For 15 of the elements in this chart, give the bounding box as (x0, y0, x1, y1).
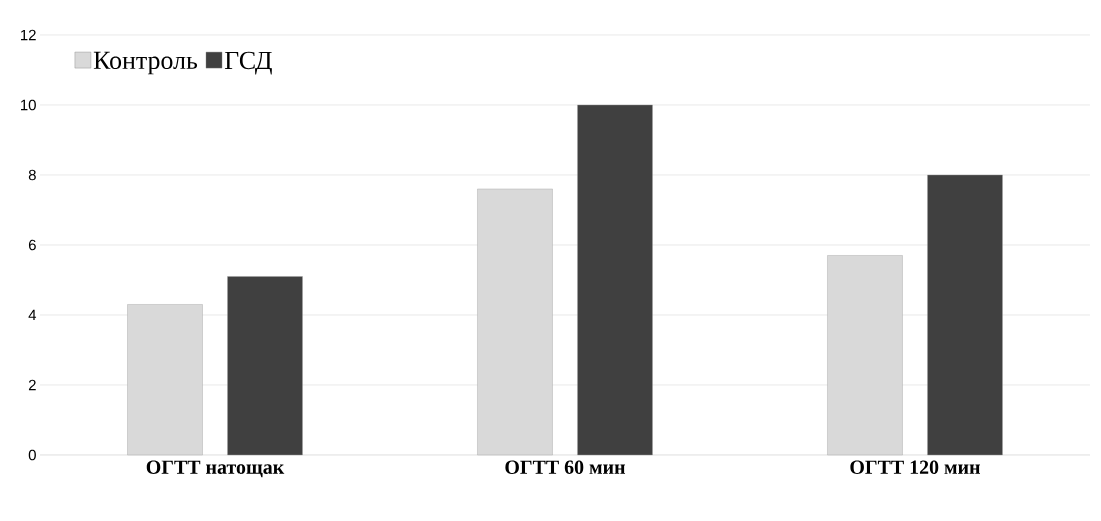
bar (577, 104, 653, 456)
y-tick-label: 8 (28, 169, 36, 181)
y-tick-label: 4 (28, 309, 37, 321)
x-tick-label: ОГТТ 120 мин (850, 460, 980, 474)
y-tick-label: 10 (21, 99, 36, 111)
y-tick-label: 12 (21, 29, 36, 41)
legend-label: ГСД (224, 51, 272, 75)
bar (227, 276, 303, 456)
y-tick-label: 2 (28, 379, 36, 391)
x-tick-label: ОГТТ 60 мин (505, 460, 626, 474)
y-tick-label: 6 (28, 239, 36, 251)
legend-label: Контроль (93, 51, 198, 75)
bar (927, 174, 1003, 456)
x-tick-label: ОГТТ натощак (146, 460, 285, 478)
y-tick-label: 0 (28, 449, 36, 461)
